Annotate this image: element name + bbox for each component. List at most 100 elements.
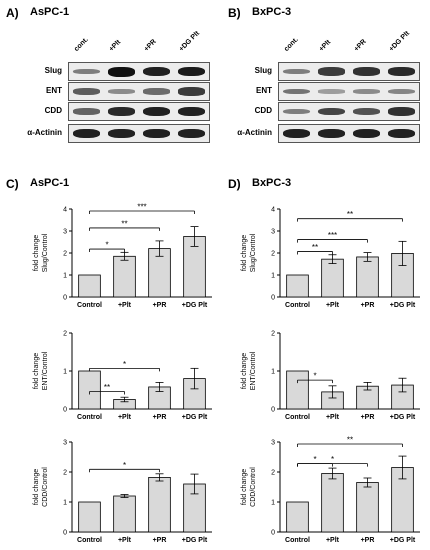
y-axis-label: ENT/Control bbox=[250, 351, 257, 390]
significance-label: * bbox=[331, 455, 334, 464]
bar bbox=[356, 256, 379, 298]
lane-label: cont. bbox=[73, 36, 90, 53]
y-tick-label: 0 bbox=[271, 295, 275, 302]
significance-label: * bbox=[313, 372, 316, 381]
x-tick-label: Control bbox=[77, 414, 102, 421]
bar bbox=[321, 258, 344, 298]
y-axis-label: fold change bbox=[33, 469, 40, 505]
blot-band bbox=[388, 67, 415, 76]
blot-band bbox=[108, 128, 135, 139]
lane-label: +PR bbox=[143, 38, 158, 53]
y-tick-label: 2 bbox=[271, 470, 275, 477]
panel-letter-c: C) bbox=[6, 177, 19, 191]
bar bbox=[286, 501, 309, 533]
blot-band bbox=[143, 66, 170, 77]
x-tick-label: +DG Plt bbox=[390, 414, 416, 421]
y-axis-label: fold change bbox=[33, 353, 40, 389]
y-tick-label: 4 bbox=[271, 207, 275, 214]
chart-c-cdd: fold change CDD/Control 0 1 2 3 Control +Plt +PR… bbox=[33, 440, 212, 544]
lane-label: +DG Plt bbox=[178, 30, 202, 53]
y-tick-label: 0 bbox=[271, 407, 275, 414]
blot-band bbox=[353, 107, 380, 116]
x-tick-label: +Plt bbox=[326, 537, 340, 544]
blot-band bbox=[108, 89, 135, 94]
blot-band bbox=[73, 128, 100, 139]
y-tick-label: 3 bbox=[63, 440, 67, 447]
blot-band bbox=[108, 66, 135, 77]
y-tick-label: 2 bbox=[271, 331, 275, 338]
blot-strip bbox=[68, 82, 210, 101]
blot-band bbox=[318, 67, 345, 76]
x-tick-label: +PR bbox=[361, 302, 375, 309]
bar bbox=[286, 274, 309, 298]
lane-label: +Plt bbox=[108, 38, 123, 53]
y-tick-label: 2 bbox=[63, 470, 67, 477]
significance-label: * bbox=[123, 360, 126, 369]
panel-letter-d: D) bbox=[228, 177, 241, 191]
y-tick-label: 1 bbox=[63, 500, 67, 507]
y-axis-label: ENT/Control bbox=[42, 351, 49, 390]
y-tick-label: 1 bbox=[63, 273, 67, 280]
blot-band bbox=[388, 128, 415, 139]
y-tick-label: 0 bbox=[63, 530, 67, 537]
blot-row-label: Slug bbox=[254, 66, 272, 75]
bar bbox=[78, 274, 101, 298]
bar bbox=[356, 482, 379, 533]
blot-band bbox=[283, 128, 310, 139]
blot-band bbox=[73, 68, 100, 75]
x-tick-label: Control bbox=[285, 302, 310, 309]
blot-strip bbox=[68, 62, 210, 81]
panel-title-d: BxPC-3 bbox=[252, 177, 292, 189]
x-tick-label: Control bbox=[77, 302, 102, 309]
blot-row-label: Slug bbox=[44, 66, 62, 75]
blot-strip bbox=[68, 124, 210, 143]
x-tick-label: +Plt bbox=[326, 302, 340, 309]
bar bbox=[148, 477, 171, 533]
blot-band bbox=[73, 108, 100, 115]
chart-c-slug: fold change Slug/Control 0 1 2 3 4 Control +Plt +… bbox=[33, 203, 212, 309]
x-tick-label: +PR bbox=[153, 537, 167, 544]
chart-d-cdd: fold change CDD/Control 0 1 2 3 Control +Plt +PR… bbox=[241, 436, 420, 544]
x-tick-label: +Plt bbox=[118, 414, 132, 421]
y-tick-label: 2 bbox=[63, 251, 67, 258]
blot-band bbox=[178, 66, 205, 77]
x-tick-label: +PR bbox=[361, 537, 375, 544]
y-axis-label: CDD/Control bbox=[250, 467, 257, 507]
blot-band bbox=[353, 89, 380, 94]
y-axis-label: fold change bbox=[241, 469, 248, 505]
panel-letter-b: B) bbox=[228, 6, 241, 20]
significance-label: ** bbox=[121, 219, 127, 228]
y-tick-label: 4 bbox=[63, 207, 67, 214]
significance-label: ** bbox=[312, 243, 318, 252]
blot-band bbox=[353, 67, 380, 76]
blot-band bbox=[178, 128, 205, 139]
x-tick-label: +PR bbox=[361, 414, 375, 421]
blot-band bbox=[108, 107, 135, 116]
x-tick-label: +Plt bbox=[118, 302, 132, 309]
panel-title-b: BxPC-3 bbox=[252, 6, 292, 18]
bar bbox=[113, 495, 136, 533]
chart-d-ent: fold change ENT/Control 0 1 2 Control +Plt +PR +… bbox=[241, 331, 420, 421]
blot-band bbox=[178, 106, 205, 117]
x-tick-label: +PR bbox=[153, 302, 167, 309]
blot-band bbox=[73, 88, 100, 95]
y-axis-label: Slug/Control bbox=[42, 233, 49, 272]
blot-band bbox=[353, 128, 380, 139]
blot-row-label: ENT bbox=[256, 86, 272, 95]
panel-letter-a: A) bbox=[6, 6, 19, 20]
blot-strip bbox=[278, 124, 420, 143]
y-tick-label: 0 bbox=[63, 407, 67, 414]
significance-label: * bbox=[105, 241, 108, 250]
y-tick-label: 0 bbox=[63, 295, 67, 302]
blot-strip bbox=[278, 102, 420, 121]
x-tick-label: +DG Plt bbox=[390, 537, 416, 544]
blot-band bbox=[143, 106, 170, 117]
chart-c-ent: fold change ENT/Control 0 1 2 Control +Plt +PR +… bbox=[33, 331, 212, 421]
y-axis-label: Slug/Control bbox=[250, 233, 257, 272]
y-tick-label: 3 bbox=[271, 229, 275, 236]
y-tick-label: 1 bbox=[63, 369, 67, 376]
significance-label: * bbox=[123, 461, 126, 470]
y-tick-label: 2 bbox=[271, 251, 275, 258]
significance-label: * bbox=[313, 455, 316, 464]
blot-band bbox=[388, 88, 415, 95]
